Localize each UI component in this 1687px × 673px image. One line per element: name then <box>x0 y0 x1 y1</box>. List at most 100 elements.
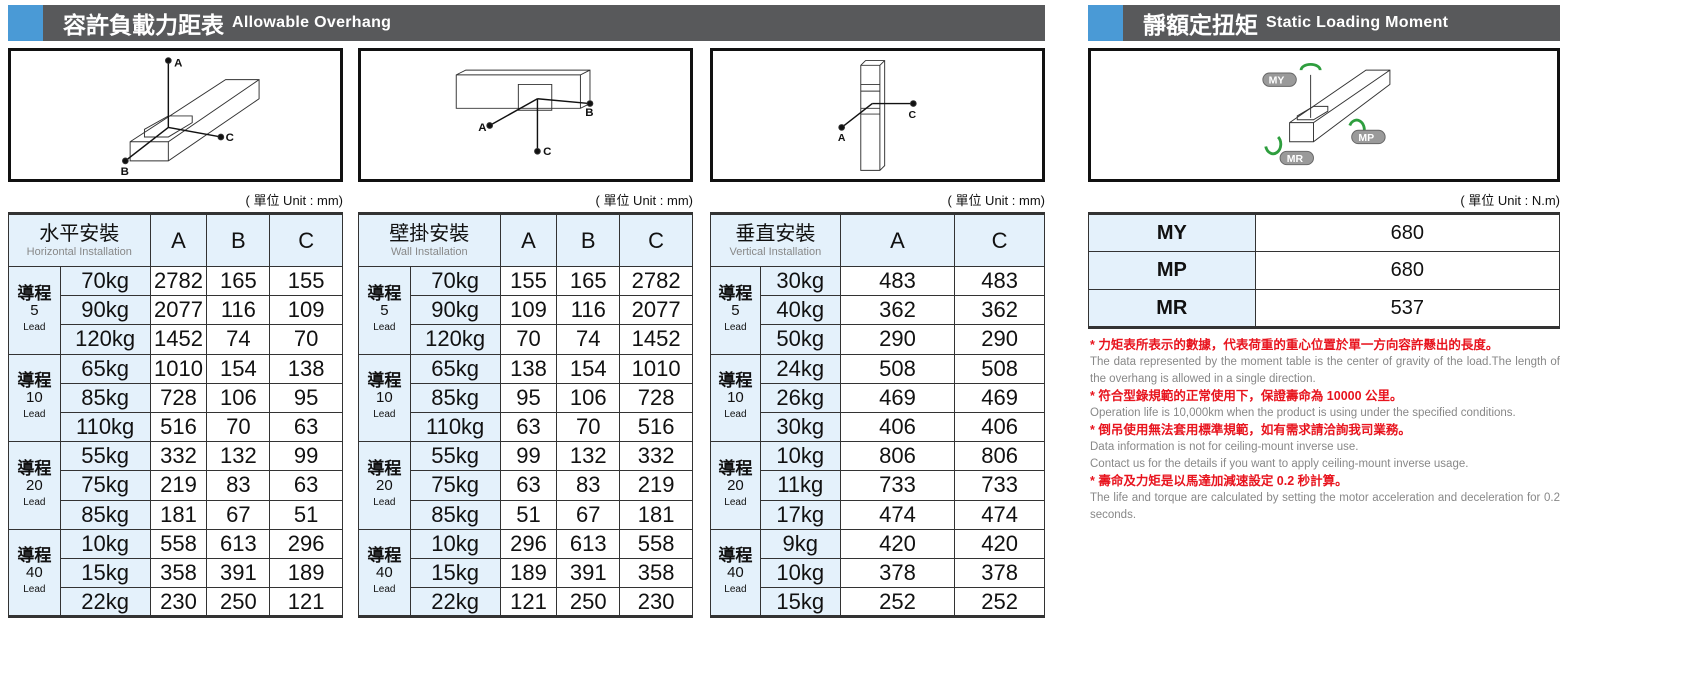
value-cell: 508 <box>954 353 1045 384</box>
value-cell: 63 <box>499 411 558 443</box>
value-cell: 99 <box>499 441 558 472</box>
unit-label: ( 單位 Unit : N.m) <box>1460 193 1560 208</box>
lead-value: 10 <box>26 389 43 407</box>
lead-label-en: Lead <box>373 409 396 421</box>
lead-label: 導程 <box>367 458 402 478</box>
table-row: 導程 5 Lead 70kg 2782 165 155 <box>8 265 343 355</box>
wall-overhang-table: 壁掛安裝 Wall Installation A B C 導程 5 Lead 70kg 155 16… <box>358 212 693 619</box>
installation-type-header: 垂直安裝 Vertical Installation <box>710 213 841 267</box>
value-cell: 219 <box>149 470 208 501</box>
lead-label: 導程 <box>718 283 753 303</box>
moment-title-zh: 靜額定扭矩 <box>1143 12 1258 38</box>
label-a: A <box>838 132 846 144</box>
note-en: Data information is not for ceiling-moun… <box>1090 441 1359 453</box>
value-cell: 1452 <box>149 324 208 355</box>
load-weight-cell: 120kg <box>409 324 501 355</box>
value-cell: 469 <box>954 382 1045 413</box>
value-cell: 1010 <box>619 353 693 384</box>
value-cell: 516 <box>619 411 693 443</box>
lead-cell: 導程 20 Lead <box>358 441 411 530</box>
value-cell: 138 <box>499 353 558 384</box>
table-row: 10kg 378 378 <box>711 557 1045 589</box>
value-cell: 613 <box>206 528 271 559</box>
note-en: Operation life is 10,000km when the prod… <box>1090 407 1516 419</box>
lead-value: 10 <box>727 389 744 407</box>
load-weight-cell: 85kg <box>409 499 501 530</box>
wall-diagram: C B A <box>358 48 693 182</box>
label-c: C <box>909 109 917 121</box>
value-cell: 2782 <box>619 265 693 297</box>
note-en: Contact us for the details if you want t… <box>1090 458 1469 470</box>
lead-label: 導程 <box>718 545 753 565</box>
table-row: 26kg 469 469 <box>711 382 1045 413</box>
value-cell: 109 <box>499 295 558 326</box>
value-cell: 728 <box>619 382 693 413</box>
lead-cell: 導程 10 Lead <box>8 353 61 443</box>
load-weight-cell: 90kg <box>409 295 501 326</box>
value-cell: 508 <box>839 353 956 384</box>
value-cell: 362 <box>954 295 1045 326</box>
value-cell: 70 <box>499 324 558 355</box>
table-row: 導程 5 Lead 70kg 155 165 2782 <box>358 265 693 355</box>
vertical-overhang-table: 垂直安裝 Vertical Installation A C 導程 5 Lead 30kg 48… <box>710 212 1045 619</box>
lead-value: 40 <box>727 563 744 581</box>
moment-diagram: MY MP MR <box>1088 48 1560 182</box>
lead-label: 導程 <box>17 458 52 478</box>
load-weight-cell: 55kg <box>409 441 501 472</box>
value-cell: 2077 <box>149 295 208 326</box>
value-cell: 296 <box>269 528 343 559</box>
value-cell: 83 <box>206 470 271 501</box>
value-cell: 219 <box>619 470 693 501</box>
table-row: MP 680 <box>1088 251 1561 290</box>
label-c: C <box>226 132 234 144</box>
installation-name-en: Horizontal Installation <box>26 245 132 258</box>
value-cell: 391 <box>556 557 621 589</box>
note-zh: * 壽命及力矩是以馬達加減速設定 0.2 秒計算。 <box>1090 474 1348 488</box>
notes: * 力矩表所表示的數據，代表荷重的重心位置於單一方向容許懸出的長度。 The da… <box>1090 337 1560 524</box>
value-cell: 391 <box>206 557 271 589</box>
load-weight-cell: 10kg <box>59 528 151 559</box>
value-cell: 95 <box>499 382 558 413</box>
load-weight-cell: 11kg <box>759 470 841 501</box>
value-cell: 67 <box>556 499 621 530</box>
table-row: 導程 20 Lead 10kg 806 806 <box>710 441 1045 530</box>
column-header-a: A <box>839 213 956 267</box>
table-row: 導程 40 Lead 10kg 296 613 558 <box>358 528 693 618</box>
value-cell: 483 <box>839 265 956 297</box>
value-cell: 516 <box>149 411 208 443</box>
value-cell: 63 <box>499 470 558 501</box>
lead-cell: 導程 5 Lead <box>358 266 411 355</box>
installation-name-en: Vertical Installation <box>729 245 822 258</box>
table-row: 15kg 189 391 358 <box>359 557 693 589</box>
value-cell: 733 <box>839 470 956 501</box>
table-row: 110kg 63 70 516 <box>359 411 693 443</box>
value-cell: 230 <box>619 587 693 618</box>
lead-label-en: Lead <box>23 321 46 333</box>
value-cell: 51 <box>499 499 558 530</box>
value-cell: 558 <box>149 528 208 559</box>
value-cell: 252 <box>954 587 1045 618</box>
value-cell: 474 <box>954 499 1045 530</box>
load-weight-cell: 22kg <box>59 587 151 618</box>
installation-name-zh: 垂直安裝 <box>735 222 816 245</box>
vertical-diagram: C A <box>710 48 1045 182</box>
value-cell: 558 <box>619 528 693 559</box>
value-cell: 106 <box>206 382 271 413</box>
header-row: 垂直安裝 Vertical Installation A C <box>710 213 1045 267</box>
table-row: MR 537 <box>1088 289 1561 328</box>
table-row: 120kg 70 74 1452 <box>359 324 693 355</box>
value-cell: 181 <box>149 499 208 530</box>
value-cell: 362 <box>839 295 956 326</box>
column-header-b: B <box>206 213 271 267</box>
value-cell: 67 <box>206 499 271 530</box>
load-weight-cell: 85kg <box>59 382 151 413</box>
lead-label-en: Lead <box>724 409 747 421</box>
value-cell: 806 <box>954 441 1045 472</box>
lead-cell: 導程 40 Lead <box>358 528 411 618</box>
value-cell: 189 <box>269 557 343 589</box>
value-cell: 83 <box>556 470 621 501</box>
moment-value-cell: 680 <box>1254 213 1561 252</box>
label-mr: MR <box>1287 153 1304 165</box>
table-row: MY 680 <box>1088 213 1561 252</box>
note-zh: * 倒吊使用無法套用標準規範，如有需求請洽詢我司業務。 <box>1090 423 1411 437</box>
